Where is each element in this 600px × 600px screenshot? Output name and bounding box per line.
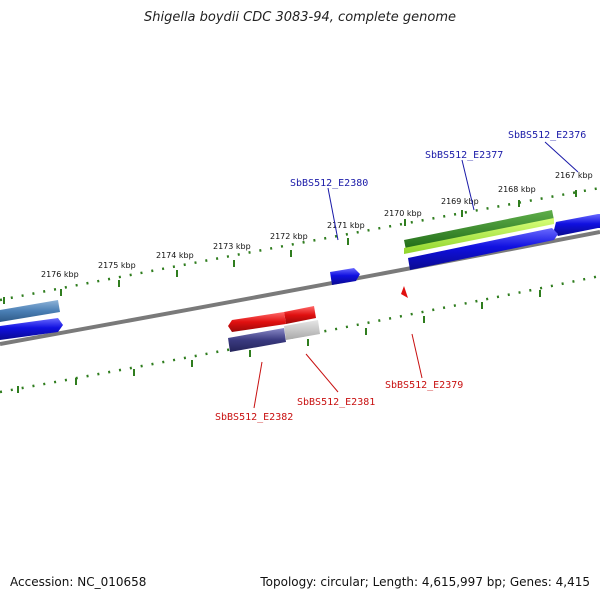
- forward-gene-highlight-green[interactable]: [404, 210, 554, 250]
- reverse-gene-e2382-navy[interactable]: [228, 328, 286, 352]
- forward-gene-e2377[interactable]: [408, 228, 558, 270]
- genome-backbone: [0, 230, 600, 346]
- gene-label-e2380[interactable]: SbBS512_E2380: [290, 178, 368, 189]
- scale-label: 2171 kbp: [327, 221, 365, 230]
- forward-gene-steelblue[interactable]: [0, 300, 60, 322]
- scale-label: 2173 kbp: [213, 242, 251, 251]
- inner-major-ticks: [17, 290, 541, 393]
- scale-labels: 2167 kbp 2168 kbp 2169 kbp 2170 kbp 2171…: [41, 171, 593, 279]
- forward-gene-e2380[interactable]: [330, 268, 360, 285]
- gene-label-e2377[interactable]: SbBS512_E2377: [425, 150, 503, 161]
- forward-gene-highlight-lime[interactable]: [404, 218, 554, 254]
- genome-summary-text: Topology: circular; Length: 4,615,997 bp…: [260, 575, 590, 589]
- forward-gene-e2376[interactable]: [554, 214, 600, 236]
- gene-label-e2376[interactable]: SbBS512_E2376: [508, 130, 586, 141]
- scale-label: 2169 kbp: [441, 197, 479, 206]
- scale-label: 2175 kbp: [98, 261, 136, 270]
- reverse-gene-e2381-red[interactable]: [284, 306, 316, 324]
- gene-label-e2381[interactable]: SbBS512_E2381: [297, 397, 375, 408]
- outer-major-ticks: [3, 190, 577, 304]
- scale-label: 2174 kbp: [156, 251, 194, 260]
- gene-label-e2379[interactable]: SbBS512_E2379: [385, 380, 463, 391]
- scale-label: 2176 kbp: [41, 270, 79, 279]
- map-title: Shigella boydii CDC 3083-94, complete ge…: [143, 10, 457, 25]
- scale-label: 2170 kbp: [384, 209, 422, 218]
- reverse-gene-e2382-red[interactable]: [228, 312, 286, 332]
- reverse-gene-e2379[interactable]: [401, 286, 408, 298]
- scale-label: 2172 kbp: [270, 232, 308, 241]
- scale-label: 2168 kbp: [498, 185, 536, 194]
- scale-label: 2167 kbp: [555, 171, 593, 180]
- accession-text: Accession: NC_010658: [10, 575, 147, 589]
- forward-gene-left-blue[interactable]: [0, 318, 63, 340]
- reverse-gene-e2381-grey[interactable]: [284, 320, 320, 340]
- label-leader-lines: [253, 141, 579, 409]
- gene-label-e2382[interactable]: SbBS512_E2382: [215, 412, 293, 423]
